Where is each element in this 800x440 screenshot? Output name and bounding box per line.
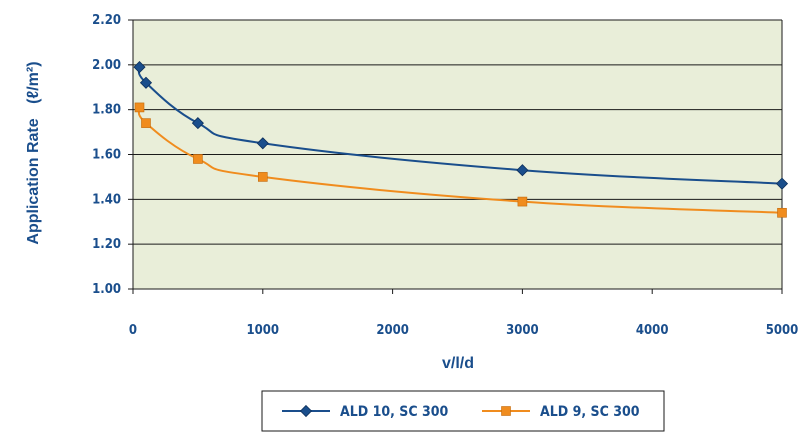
x-tick-label: 3000 — [506, 323, 539, 338]
axes — [128, 19, 783, 294]
y-axis-title-main: Application Rate — [25, 118, 42, 244]
series-line — [137, 66, 783, 185]
legend-label: ALD 9, SC 300 — [540, 404, 640, 420]
series-1 — [133, 61, 789, 190]
x-tick-label: 4000 — [636, 323, 669, 338]
x-tick-label: 0 — [129, 323, 137, 338]
y-tick-label: 2.20 — [92, 13, 121, 28]
data-point — [141, 118, 151, 128]
x-axis-title: v/l/d — [442, 355, 474, 372]
data-point — [134, 102, 145, 113]
data-point — [257, 172, 268, 182]
legend-marker — [299, 404, 313, 418]
y-axis-title-unit: (ℓ/m²) — [25, 61, 42, 103]
series-layer — [133, 61, 789, 218]
y-tick-label: 1.20 — [92, 237, 121, 252]
y-tick-label: 2.00 — [92, 58, 121, 73]
data-point — [775, 177, 789, 190]
y-tick-label: 1.60 — [92, 148, 121, 163]
y-tick-label: 1.80 — [92, 103, 121, 118]
tick-labels: 1.00 1.20 1.40 1.60 1.80 2.00 2.20 0 1000 2000 300… — [92, 13, 798, 338]
y-axis-title: Application Rate (ℓ/m²) — [25, 61, 42, 244]
series-2 — [134, 102, 787, 218]
data-point — [191, 117, 204, 130]
data-point — [133, 61, 146, 74]
data-point — [193, 154, 203, 164]
x-tick-label: 5000 — [766, 323, 799, 338]
legend: ALD 10, SC 300 ALD 9, SC 300 — [261, 390, 665, 432]
gridlines — [133, 19, 782, 290]
x-tick-label: 2000 — [376, 323, 409, 338]
data-point — [256, 137, 269, 150]
legend-item: ALD 9, SC 300 — [482, 404, 640, 420]
y-tick-label: 1.40 — [92, 192, 121, 207]
legend-label: ALD 10, SC 300 — [340, 404, 449, 420]
data-point — [516, 164, 529, 177]
data-point — [517, 196, 528, 207]
y-tick-label: 1.00 — [92, 282, 121, 297]
x-tick-label: 1000 — [247, 323, 280, 338]
data-point — [139, 76, 153, 89]
legend-marker — [501, 406, 511, 416]
legend-item: ALD 10, SC 300 — [282, 404, 449, 420]
data-point — [777, 207, 787, 218]
